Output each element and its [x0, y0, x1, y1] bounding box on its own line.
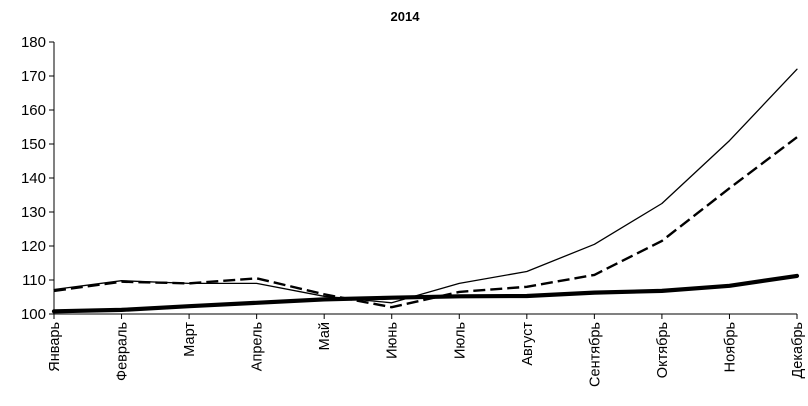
chart-title: 2014	[391, 9, 421, 24]
x-tick-label: Июнь	[385, 322, 401, 359]
y-tick-label: 130	[21, 204, 46, 221]
x-tick-label: Февраль	[115, 322, 131, 381]
y-tick-label: 150	[21, 136, 46, 153]
y-ticks: 100 110 120 130 140 150 160 170 180	[21, 34, 54, 323]
y-tick-label: 110	[22, 272, 46, 289]
x-tick-label: Октябрь	[655, 322, 671, 378]
x-tick-label: Июль	[452, 322, 468, 359]
series-line-thick	[51, 273, 800, 314]
x-tick-label: Август	[520, 322, 536, 366]
y-tick-label: 140	[21, 170, 46, 187]
x-tick-label: Ноябрь	[722, 322, 738, 372]
x-tick-label: Март	[182, 322, 198, 357]
y-tick-label: 180	[21, 34, 46, 51]
x-ticks: Январь Февраль Март Апрель Май Июнь Июль Август…	[47, 314, 806, 387]
y-tick-label: 100	[21, 306, 46, 323]
x-tick-label: Сентябрь	[587, 322, 603, 387]
x-tick-label: Декабрь	[790, 322, 806, 379]
y-tick-label: 120	[21, 238, 46, 255]
series-group	[51, 68, 800, 314]
series-line-dashed	[53, 136, 798, 309]
x-tick-label: Апрель	[250, 322, 266, 371]
x-tick-label: Май	[317, 322, 333, 350]
y-tick-label: 170	[21, 68, 46, 85]
y-tick-label: 160	[21, 102, 46, 119]
series-line-thin	[53, 68, 798, 304]
x-tick-label: Январь	[47, 322, 63, 372]
